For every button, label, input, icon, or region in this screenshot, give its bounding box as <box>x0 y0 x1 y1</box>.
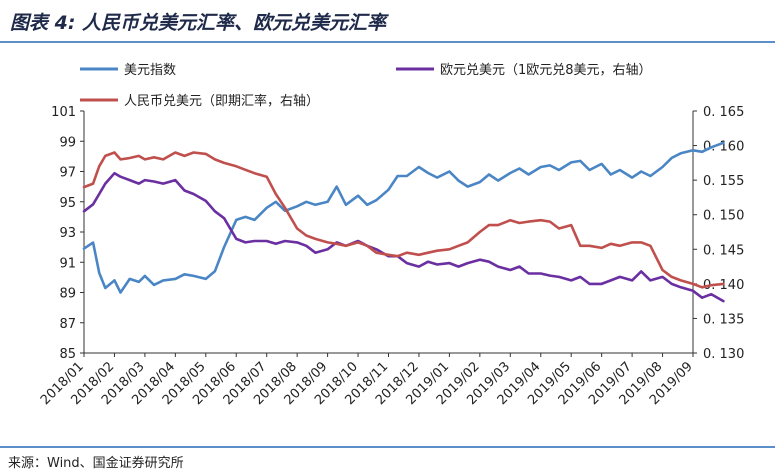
left-tick-label: 101 <box>51 105 76 120</box>
right-tick-label: 0. 135 <box>703 312 744 327</box>
left-tick-label: 85 <box>59 347 76 362</box>
left-tick-label: 95 <box>59 196 76 211</box>
left-tick-label: 97 <box>59 166 76 181</box>
right-tick-label: 0. 160 <box>703 140 744 155</box>
right-tick-label: 0. 165 <box>703 105 744 120</box>
source-rule <box>0 446 775 448</box>
legend-label-eur: 欧元兑美元（1欧元兑8美元，右轴） <box>440 63 652 78</box>
left-tick-label: 91 <box>59 256 76 271</box>
source-note: 来源：Wind、国金证券研究所 <box>8 456 184 471</box>
left-tick-label: 99 <box>59 135 76 150</box>
left-tick-label: 89 <box>59 287 76 302</box>
title-rule <box>0 41 775 43</box>
right-tick-label: 0. 140 <box>703 278 744 293</box>
right-tick-label: 0. 130 <box>703 347 744 362</box>
line-chart: 美元指数 欧元兑美元（1欧元兑8美元，右轴） 人民币兑美元（即期汇率，右轴） 101… <box>38 63 744 408</box>
series-line-usd_index <box>82 141 725 294</box>
right-tick-label: 0. 150 <box>703 209 744 224</box>
series-group <box>82 141 725 303</box>
right-tick-label: 0. 155 <box>703 174 744 189</box>
chart-title: 图表 4: 人民币兑美元汇率、欧元兑美元汇率 <box>10 12 387 34</box>
series-line-eur <box>82 171 725 303</box>
legend-label-usd_index: 美元指数 <box>124 63 176 78</box>
left-tick-label: 87 <box>59 317 76 332</box>
legend: 美元指数 欧元兑美元（1欧元兑8美元，右轴） 人民币兑美元（即期汇率，右轴） <box>80 63 652 109</box>
left-tick-label: 93 <box>59 226 76 241</box>
right-tick-label: 0. 145 <box>703 243 744 258</box>
legend-label-cny: 人民币兑美元（即期汇率，右轴） <box>124 93 319 109</box>
series-line-cny <box>82 151 725 289</box>
